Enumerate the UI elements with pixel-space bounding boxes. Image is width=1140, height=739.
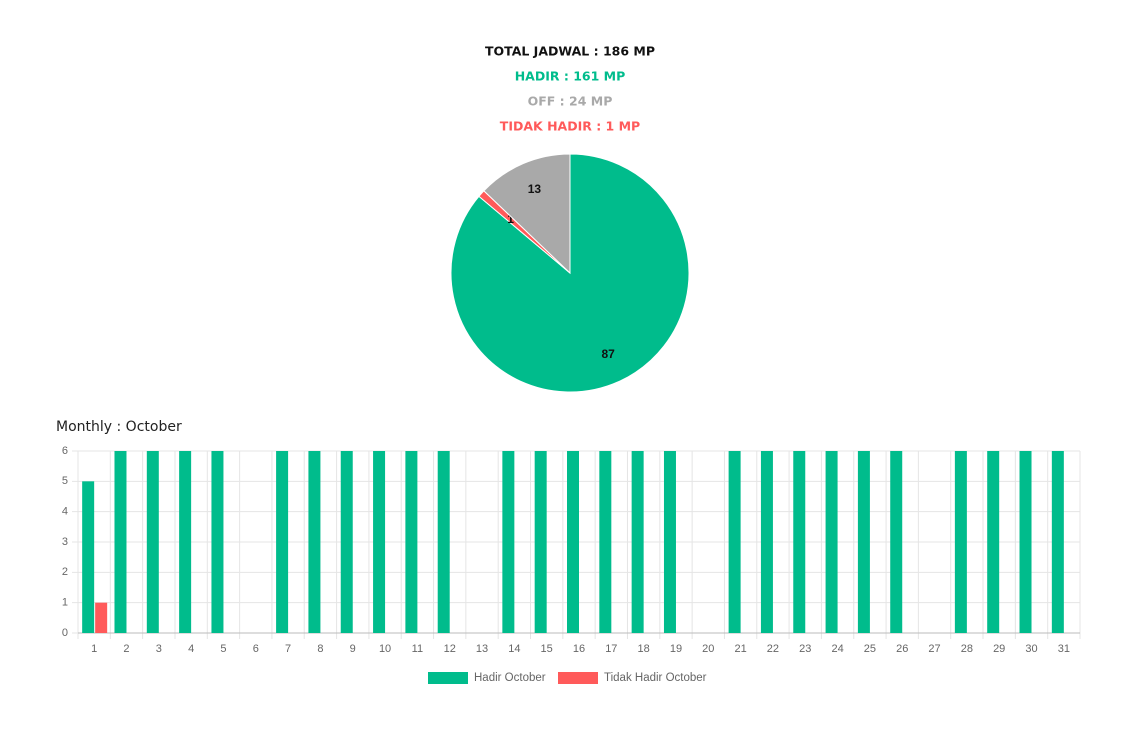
bar — [1019, 451, 1032, 633]
bar — [567, 451, 579, 633]
legend-label: Hadir October — [474, 672, 546, 684]
x-tick-label: 20 — [702, 643, 714, 655]
bar — [631, 451, 644, 633]
x-tick-label: 8 — [317, 643, 323, 655]
slice-label: 1 — [507, 212, 514, 226]
x-tick-label: 23 — [799, 643, 811, 655]
x-tick-label: 13 — [476, 643, 488, 655]
x-tick-label: 17 — [605, 643, 617, 655]
x-tick-label: 10 — [379, 643, 391, 655]
bar — [276, 451, 289, 633]
bar — [599, 451, 612, 633]
bar — [146, 451, 159, 633]
bar — [405, 451, 418, 633]
legend-label: Tidak Hadir October — [604, 672, 707, 684]
legend-swatch — [428, 672, 468, 684]
bar — [114, 451, 127, 633]
bar — [534, 451, 547, 633]
x-tick-label: 2 — [123, 643, 129, 655]
y-tick-label: 5 — [62, 475, 68, 487]
x-tick-label: 3 — [156, 643, 162, 655]
y-tick-label: 0 — [62, 627, 68, 639]
x-tick-label: 15 — [541, 643, 553, 655]
bar — [663, 451, 676, 633]
bar — [179, 451, 192, 633]
bar — [1051, 451, 1064, 633]
x-tick-label: 9 — [350, 643, 356, 655]
bar — [308, 451, 321, 633]
x-tick-label: 30 — [1025, 643, 1037, 655]
bar — [793, 451, 806, 633]
bar — [82, 481, 95, 633]
bar — [857, 451, 870, 633]
y-tick-label: 2 — [62, 566, 68, 578]
summary-hadir: HADIR : 161 MP — [515, 69, 626, 84]
bar — [760, 451, 773, 633]
summary-total: TOTAL JADWAL : 186 MP — [485, 44, 655, 59]
y-tick-label: 3 — [62, 536, 68, 548]
summary-tidak-hadir: TIDAK HADIR : 1 MP — [500, 119, 640, 134]
y-tick-label: 6 — [62, 445, 68, 457]
x-tick-label: 29 — [993, 643, 1005, 655]
x-tick-label: 11 — [412, 643, 423, 655]
bar — [890, 451, 903, 633]
bar — [437, 451, 450, 633]
x-tick-label: 6 — [253, 643, 259, 655]
slice-label: 13 — [528, 182, 542, 196]
y-tick-label: 1 — [62, 597, 68, 609]
bar — [373, 451, 386, 633]
x-tick-label: 16 — [573, 643, 585, 655]
bar — [728, 451, 741, 633]
x-tick-label: 26 — [896, 643, 908, 655]
x-tick-label: 22 — [767, 643, 779, 655]
x-tick-label: 24 — [831, 643, 843, 655]
x-tick-label: 31 — [1058, 643, 1070, 655]
x-tick-label: 25 — [864, 643, 876, 655]
x-tick-label: 12 — [444, 643, 456, 655]
x-tick-label: 7 — [285, 643, 291, 655]
pie-slice — [483, 153, 571, 275]
bar — [211, 451, 224, 633]
bar — [825, 451, 838, 633]
bar — [502, 451, 515, 633]
x-tick-label: 28 — [961, 643, 973, 655]
x-tick-label: 4 — [188, 643, 194, 655]
x-tick-label: 1 — [91, 643, 97, 655]
bar — [95, 602, 108, 633]
bar — [340, 451, 353, 633]
summary-off: OFF : 24 MP — [528, 94, 613, 109]
slice-label: 87 — [601, 347, 615, 361]
x-tick-label: 21 — [734, 643, 746, 655]
y-tick-label: 4 — [62, 506, 68, 518]
x-tick-label: 19 — [670, 643, 682, 655]
bar — [987, 451, 1000, 633]
bar — [954, 451, 967, 633]
x-tick-label: 5 — [220, 643, 226, 655]
x-tick-label: 14 — [508, 643, 520, 655]
legend-swatch — [558, 672, 598, 684]
x-tick-label: 18 — [638, 643, 650, 655]
x-tick-label: 27 — [928, 643, 940, 655]
bar-title: Monthly : October — [56, 419, 182, 435]
